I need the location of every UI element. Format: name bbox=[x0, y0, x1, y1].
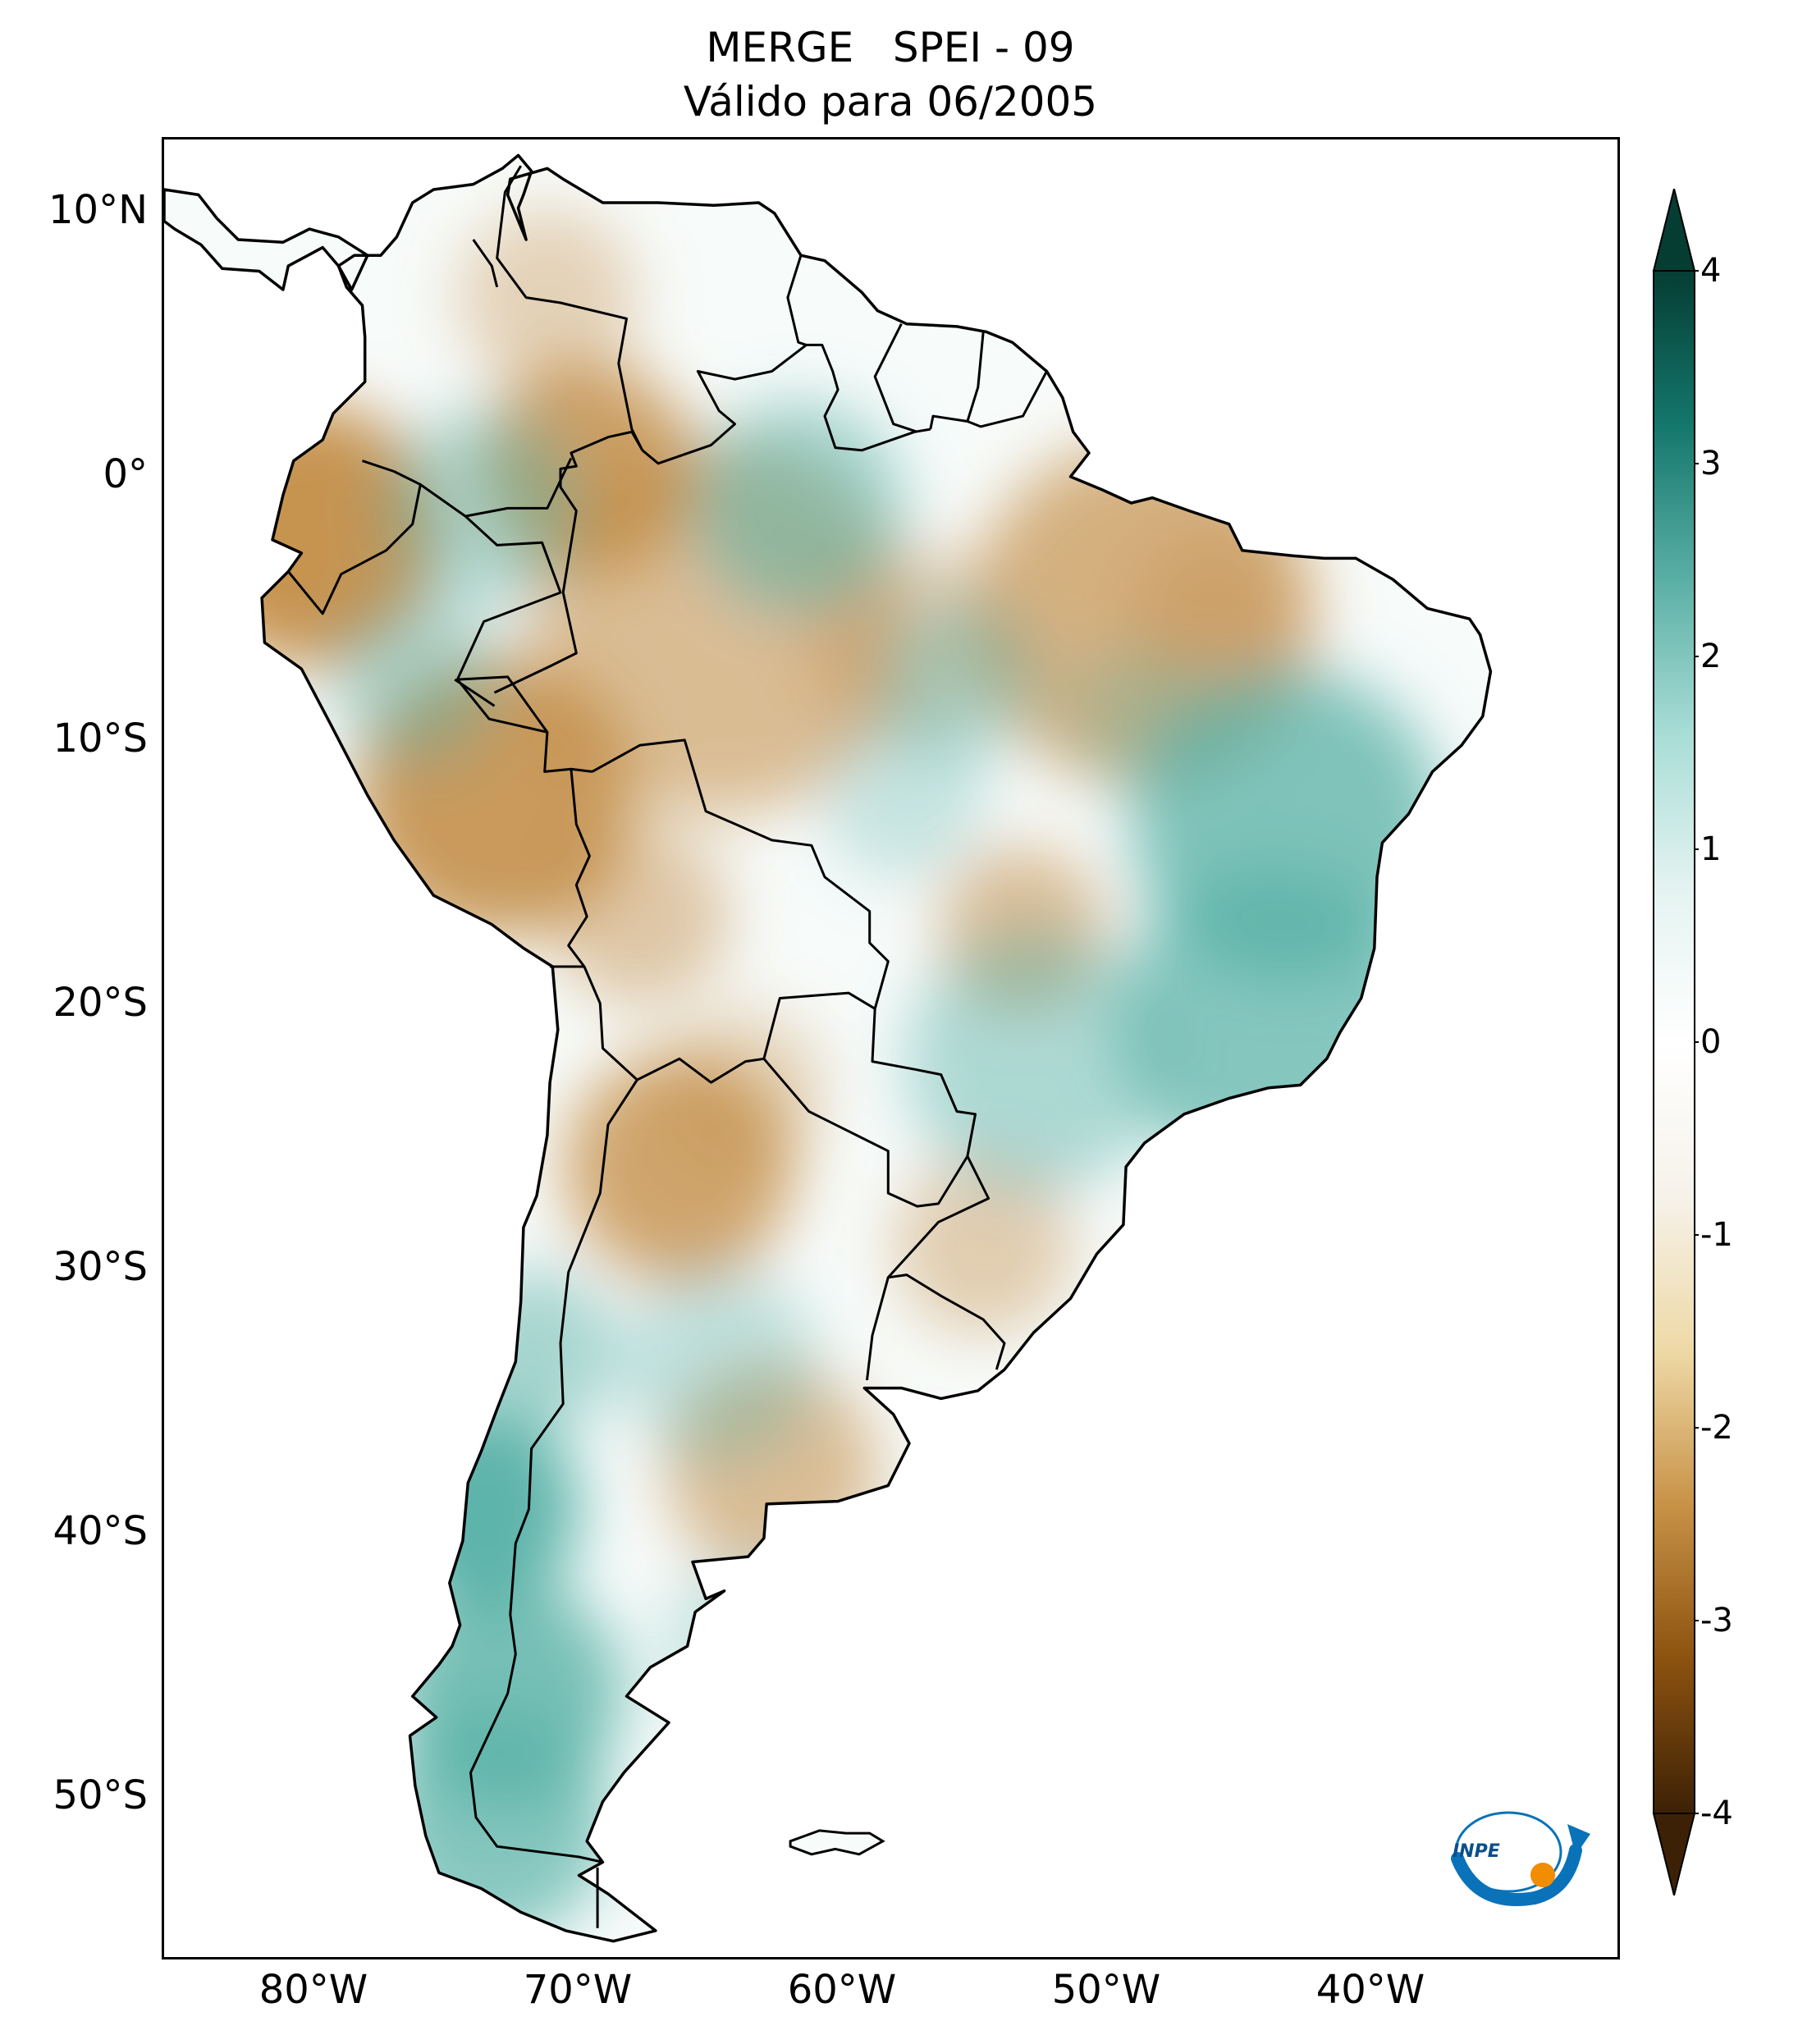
border-line bbox=[454, 678, 496, 707]
colorbar-tick-label: 3 bbox=[1700, 445, 1722, 482]
dry-anomaly-region bbox=[663, 1005, 828, 1170]
map-title: MERGE SPEI - 09 bbox=[706, 24, 1075, 71]
lat-label-40s: 40°S bbox=[53, 1508, 148, 1554]
lat-label-20s: 20°S bbox=[53, 980, 148, 1026]
border-line bbox=[762, 1058, 969, 1208]
lon-label-60w: 60°W bbox=[787, 1967, 897, 2013]
wet-anomaly-region bbox=[691, 401, 905, 615]
lon-label-50w: 50°W bbox=[1051, 1967, 1161, 2013]
wet-anomaly-region bbox=[821, 716, 986, 880]
wet-anomaly-region bbox=[620, 1265, 818, 1463]
spei-field bbox=[164, 155, 1491, 1941]
border-line bbox=[583, 966, 876, 1084]
lat-label-50s: 50°S bbox=[53, 1772, 148, 1818]
wet-anomaly-region bbox=[332, 597, 497, 762]
colorbar-tick-label: -1 bbox=[1700, 1216, 1733, 1254]
colorbar-tick-label: 1 bbox=[1700, 830, 1722, 868]
border-line bbox=[550, 769, 591, 968]
border-line bbox=[493, 592, 578, 694]
border-line bbox=[886, 1155, 1006, 1370]
country-state-borders bbox=[287, 165, 1048, 1928]
lat-label-30s: 30°S bbox=[53, 1244, 148, 1290]
colorbar-tick-label: -4 bbox=[1700, 1795, 1733, 1832]
dry-anomaly-region bbox=[456, 207, 638, 388]
lon-label-70w: 70°W bbox=[523, 1967, 633, 2013]
border-line bbox=[967, 370, 1048, 428]
border-line bbox=[469, 1079, 638, 1863]
colorbar-tick-label: 0 bbox=[1700, 1023, 1722, 1061]
border-line bbox=[464, 457, 573, 518]
wet-anomaly-region bbox=[379, 1710, 610, 1941]
colorbar-tick-label: -2 bbox=[1700, 1409, 1733, 1447]
colorbar-tick-label: -3 bbox=[1700, 1602, 1733, 1639]
inpe-logo-text: INPE bbox=[1453, 1841, 1500, 1862]
colorbar-extend-max bbox=[1652, 189, 1696, 272]
map-canvas bbox=[164, 153, 1493, 1943]
inpe-logo bbox=[1451, 1811, 1590, 1906]
lon-label-80w: 80°W bbox=[258, 1967, 368, 2013]
map-subtitle: Válido para 06/2005 bbox=[683, 78, 1098, 126]
falkland-islands bbox=[789, 1829, 885, 1856]
border-line bbox=[287, 460, 422, 615]
wet-anomaly-region bbox=[1068, 645, 1216, 793]
dry-anomaly-region bbox=[549, 826, 730, 1007]
border-line bbox=[591, 738, 890, 1009]
coastline bbox=[164, 153, 1493, 1943]
border-line bbox=[873, 323, 918, 433]
border-line bbox=[457, 675, 549, 734]
colorbar-tick-label: 2 bbox=[1700, 638, 1722, 675]
map-panel bbox=[162, 137, 1620, 1959]
border-line bbox=[786, 254, 931, 452]
colorbar-body bbox=[1653, 270, 1695, 1814]
wet-anomaly-region bbox=[1118, 866, 1430, 1178]
lat-label-10n: 10°N bbox=[48, 187, 148, 233]
colorbar-extend-min bbox=[1652, 1813, 1696, 1895]
border-line bbox=[419, 483, 592, 773]
lat-label-0: 0° bbox=[103, 451, 148, 497]
lon-label-40w: 40°W bbox=[1315, 1967, 1425, 2013]
lat-label-10s: 10°S bbox=[53, 716, 148, 761]
dry-anomaly-region bbox=[893, 1155, 1074, 1337]
wet-anomaly-region bbox=[451, 1269, 616, 1434]
colorbar-tick-label: 4 bbox=[1700, 252, 1722, 290]
border-line bbox=[496, 165, 644, 451]
colorbar bbox=[1652, 189, 1699, 1895]
wet-anomaly-region bbox=[382, 409, 580, 607]
wet-anomaly-region bbox=[904, 930, 1168, 1193]
border-line bbox=[871, 1008, 977, 1157]
border-line bbox=[866, 1277, 890, 1381]
border-line bbox=[472, 239, 499, 288]
wet-anomaly-region bbox=[382, 1411, 580, 1608]
border-line bbox=[559, 430, 644, 593]
falkland-islands-shape bbox=[789, 1829, 885, 1856]
border-line bbox=[641, 344, 807, 465]
